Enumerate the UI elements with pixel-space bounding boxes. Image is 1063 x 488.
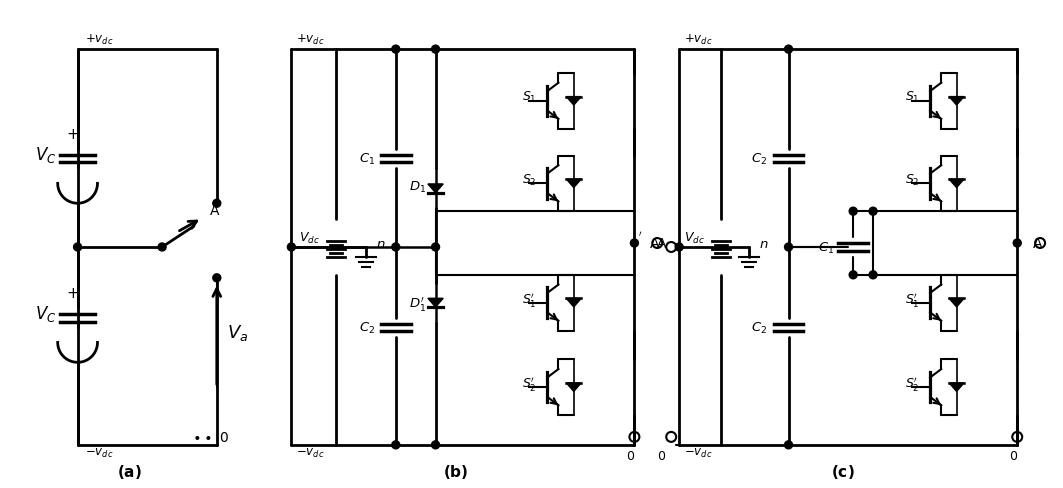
Polygon shape	[949, 98, 964, 106]
Text: $-v_{dc}$: $-v_{dc}$	[297, 446, 325, 459]
Text: $0$: $0$	[626, 449, 635, 462]
Text: $V_C$: $V_C$	[35, 144, 56, 164]
Circle shape	[784, 244, 793, 251]
Text: $+$: $+$	[66, 285, 79, 301]
Circle shape	[675, 244, 684, 251]
Text: $S_2'$: $S_2'$	[522, 374, 537, 392]
Circle shape	[392, 244, 400, 251]
Circle shape	[213, 274, 221, 282]
Polygon shape	[567, 180, 581, 188]
Text: A: A	[209, 204, 219, 218]
Polygon shape	[949, 383, 964, 391]
Text: $'$: $'$	[639, 229, 643, 243]
Text: $-v_{dc}$: $-v_{dc}$	[685, 446, 712, 459]
Text: $S_1$: $S_1$	[905, 90, 919, 105]
Text: $S_1$: $S_1$	[522, 90, 537, 105]
Polygon shape	[949, 299, 964, 307]
Circle shape	[1013, 240, 1022, 247]
Circle shape	[870, 271, 877, 279]
Text: $S_1'$: $S_1'$	[522, 290, 537, 308]
Circle shape	[392, 441, 400, 449]
Text: $n$: $n$	[376, 237, 386, 250]
Text: $S_1'$: $S_1'$	[905, 290, 919, 308]
Text: 0: 0	[657, 449, 665, 462]
Text: $V_C$: $V_C$	[35, 303, 56, 323]
Circle shape	[849, 208, 857, 216]
Text: $n$: $n$	[759, 237, 769, 250]
Text: A: A	[1033, 237, 1043, 250]
Circle shape	[870, 208, 877, 216]
Text: $+v_{dc}$: $+v_{dc}$	[685, 33, 712, 47]
Circle shape	[158, 244, 166, 251]
Polygon shape	[567, 299, 581, 307]
Text: $S_2$: $S_2$	[905, 172, 919, 187]
Text: $S_2$: $S_2$	[522, 172, 537, 187]
Polygon shape	[949, 180, 964, 188]
Text: $C_2$: $C_2$	[750, 152, 766, 167]
Text: $+v_{dc}$: $+v_{dc}$	[85, 33, 113, 47]
Polygon shape	[428, 299, 443, 307]
Circle shape	[630, 240, 639, 247]
Circle shape	[849, 271, 857, 279]
Circle shape	[432, 244, 439, 251]
Text: $V_{dc}$: $V_{dc}$	[685, 230, 705, 245]
Text: $V_a$: $V_a$	[226, 323, 248, 343]
Text: $+$: $+$	[66, 127, 79, 142]
Text: $+v_{dc}$: $+v_{dc}$	[297, 33, 325, 47]
Text: $0$: $0$	[1009, 449, 1017, 462]
Polygon shape	[567, 98, 581, 106]
Text: $V_{dc}$: $V_{dc}$	[300, 230, 320, 245]
Circle shape	[287, 244, 296, 251]
Text: $C_1$: $C_1$	[359, 152, 375, 167]
Text: $C_2$: $C_2$	[750, 320, 766, 335]
Text: $\bullet \bullet \ 0$: $\bullet \bullet \ 0$	[192, 430, 229, 444]
Circle shape	[392, 46, 400, 54]
Circle shape	[784, 46, 793, 54]
Text: $D_1$: $D_1$	[408, 180, 426, 195]
Text: A: A	[651, 237, 660, 250]
Text: A: A	[657, 237, 667, 250]
Circle shape	[432, 441, 439, 449]
Text: $-v_{dc}$: $-v_{dc}$	[85, 446, 113, 459]
Polygon shape	[428, 184, 443, 193]
Text: $C_1$: $C_1$	[819, 240, 834, 255]
Circle shape	[784, 441, 793, 449]
Circle shape	[432, 46, 439, 54]
Text: $\mathbf{(b)}$: $\mathbf{(b)}$	[442, 462, 468, 480]
Text: $D_1'$: $D_1'$	[408, 294, 426, 312]
Text: $\mathbf{(c)}$: $\mathbf{(c)}$	[831, 462, 855, 480]
Text: $C_2$: $C_2$	[359, 320, 375, 335]
Text: $\mathbf{(a)}$: $\mathbf{(a)}$	[117, 462, 141, 480]
Polygon shape	[567, 383, 581, 391]
Circle shape	[213, 200, 221, 208]
Text: $S_2'$: $S_2'$	[905, 374, 919, 392]
Circle shape	[73, 244, 82, 251]
